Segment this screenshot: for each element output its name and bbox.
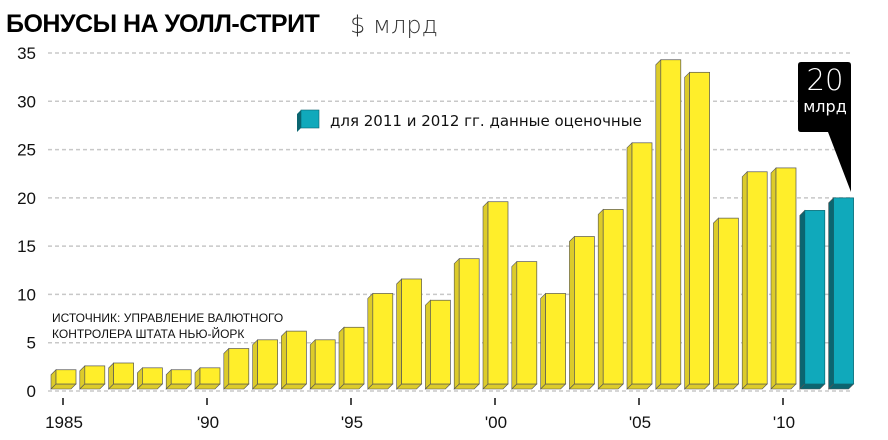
x-tick-label: '05 xyxy=(629,413,651,432)
x-tick-label: '90 xyxy=(197,413,219,432)
y-tick-label: 25 xyxy=(17,141,36,160)
callout-unit: млрд xyxy=(803,97,847,116)
bar-2008 xyxy=(712,217,740,390)
bar-2011 xyxy=(799,209,826,390)
bar-2003 xyxy=(568,235,596,390)
bar-1997 xyxy=(395,278,423,390)
y-tick-label: 15 xyxy=(17,237,36,256)
x-tick-label: 1985 xyxy=(45,413,83,432)
bar-2009 xyxy=(741,171,768,390)
callout-value: 20 xyxy=(807,63,844,97)
chart-title: БОНУСЫ НА УОЛЛ-СТРИТ xyxy=(6,10,320,38)
bar-2005 xyxy=(626,142,653,390)
x-tick-label: '00 xyxy=(485,413,507,432)
bar-1995 xyxy=(338,326,365,390)
bar-1988 xyxy=(136,367,164,390)
bar-1999 xyxy=(453,257,480,390)
bar-1990 xyxy=(194,367,221,390)
y-tick-label: 5 xyxy=(27,334,36,353)
legend-label: для 2011 и 2012 гг. данные оценочные xyxy=(330,112,642,130)
bar-2010 xyxy=(770,167,797,390)
source-line-2: КОНТРОЛЕРА ШТАТА НЬЮ-ЙОРК xyxy=(52,326,244,341)
bar-1986 xyxy=(79,365,106,390)
y-tick-label: 0 xyxy=(27,382,36,401)
bar-1996 xyxy=(367,292,394,390)
bar-2004 xyxy=(597,208,624,390)
bar-1989 xyxy=(165,369,192,390)
y-tick-label: 10 xyxy=(17,285,36,304)
legend: для 2011 и 2012 гг. данные оценочные xyxy=(297,109,642,132)
callout: 20 млрд xyxy=(798,62,851,192)
bar-1992 xyxy=(251,339,279,390)
bar-1998 xyxy=(424,299,452,390)
x-tick-label: '10 xyxy=(773,413,795,432)
bar-2001 xyxy=(511,260,538,390)
chart-unit: $ млрд xyxy=(350,11,438,39)
bar-1994 xyxy=(309,339,336,390)
bar-2006 xyxy=(655,59,682,390)
bar-2007 xyxy=(683,71,711,390)
x-tick-label: '95 xyxy=(341,413,363,432)
source-line-1: ИСТОЧНИК: УПРАВЛЕНИЕ ВАЛЮТНОГО xyxy=(52,311,283,325)
legend-swatch xyxy=(300,109,320,129)
y-tick-label: 30 xyxy=(17,92,36,111)
bar-2002 xyxy=(539,292,567,390)
bar-1993 xyxy=(280,330,308,390)
bar-1991 xyxy=(223,347,250,390)
y-tick-label: 35 xyxy=(17,44,36,63)
bar-1985 xyxy=(50,369,77,390)
y-tick-label: 20 xyxy=(17,189,36,208)
legend-swatch-side xyxy=(297,110,301,132)
bar-2000 xyxy=(482,200,509,390)
bar-1987 xyxy=(107,362,135,390)
bar-2012 xyxy=(827,197,855,390)
